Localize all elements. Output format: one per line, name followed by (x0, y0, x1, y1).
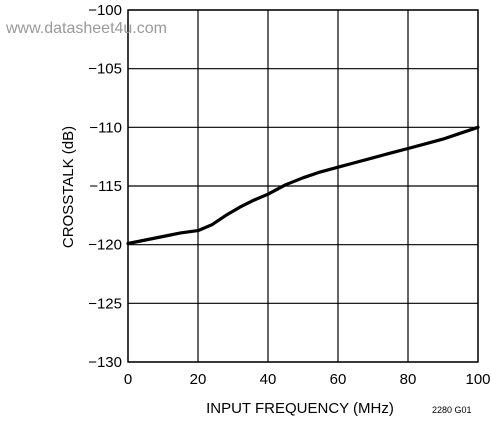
y-tick-label: −120 (88, 237, 122, 254)
plot-frame (127, 9, 479, 363)
y-tick-labels: −100 −105 −110 −115 −120 −125 −130 (88, 2, 122, 371)
y-tick-label: −110 (89, 119, 122, 136)
figure-code: 2280 G01 (432, 405, 472, 415)
y-tick-label: −125 (88, 295, 122, 312)
x-tick-label: 80 (400, 371, 417, 388)
x-tick-label: 60 (330, 371, 347, 388)
watermark: www.datasheet4u.com (5, 20, 167, 37)
x-tick-label: 20 (190, 371, 207, 388)
y-tick-label: −100 (88, 2, 122, 19)
y-tick-label: −130 (88, 354, 122, 371)
x-tick-label: 40 (260, 371, 277, 388)
x-tick-labels: 0 20 40 60 80 100 (124, 371, 491, 388)
crosstalk-series-line (126, 125, 480, 246)
y-tick-label: −115 (89, 178, 122, 195)
y-axis-label: CROSSTALK (dB) (60, 126, 77, 248)
grid (127, 9, 479, 363)
x-tick-label: 100 (465, 371, 490, 388)
y-tick-label: −105 (88, 61, 122, 78)
x-axis-label: INPUT FREQUENCY (MHz) (206, 400, 394, 417)
x-tick-label: 0 (124, 371, 132, 388)
